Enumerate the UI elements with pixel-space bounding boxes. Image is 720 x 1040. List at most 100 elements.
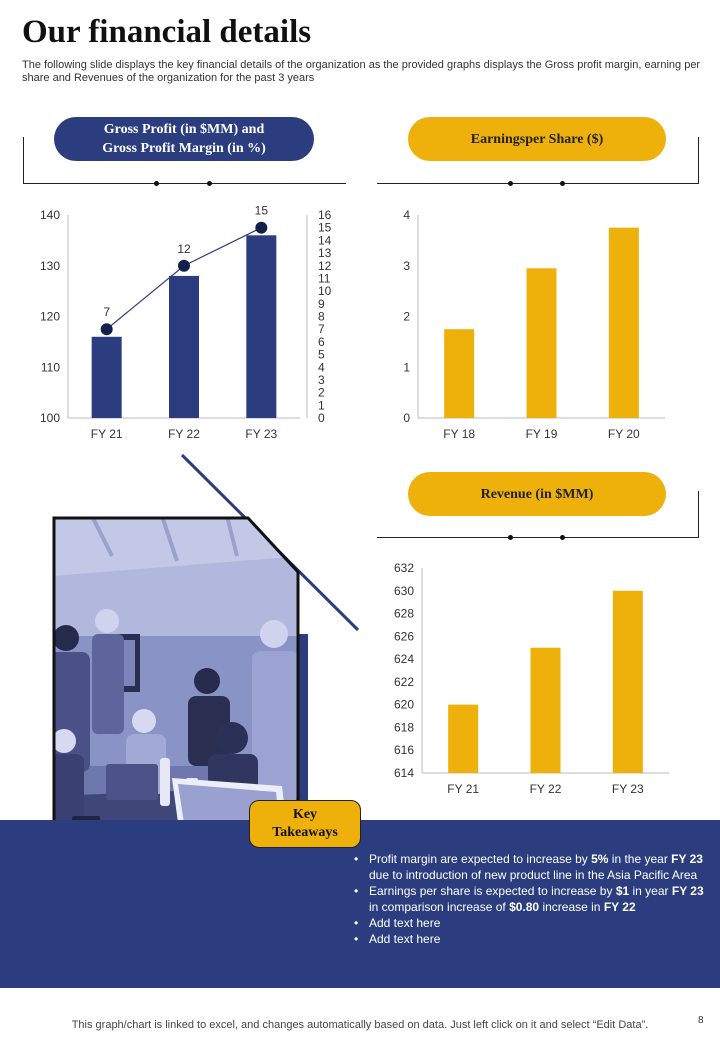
page-subtitle: The following slide displays the key fin… xyxy=(22,59,701,84)
eps-bracket xyxy=(377,137,699,184)
y2-tick-label: 2 xyxy=(318,386,325,400)
x-tick-label: FY 19 xyxy=(526,427,558,441)
takeaway-text: due to introduction of new product line … xyxy=(369,868,698,882)
page-number: 8 xyxy=(698,1015,704,1026)
page-title: Our financial details xyxy=(22,14,312,50)
y2-tick-label: 3 xyxy=(318,373,325,387)
bar xyxy=(448,704,479,773)
data-label: 12 xyxy=(177,242,191,256)
gross-profit-title-line1: Gross Profit (in $MM) and xyxy=(103,122,265,137)
revenue-chart: 614 616 618 620 622 624 626 628 630 632 FY 21 FY 22… xyxy=(394,561,669,796)
bar xyxy=(91,336,122,418)
y2-tick-label: 15 xyxy=(318,221,332,235)
takeaway-item: Earnings per share is expected to increa… xyxy=(352,883,704,915)
y-tick-label: 632 xyxy=(394,561,414,575)
takeaway-text: Profit margin are expected to increase b… xyxy=(369,852,592,866)
x-tick-label: FY 23 xyxy=(612,782,644,796)
gross-profit-title: Gross Profit (in $MM) and Gross Profit M… xyxy=(54,117,314,161)
y2-tick-label: 11 xyxy=(318,271,331,285)
takeaway-highlight: $1 xyxy=(615,884,630,898)
bracket-dot xyxy=(508,181,513,186)
eps-chart: 0 1 2 3 4 FY 18 FY 19 FY 20 xyxy=(403,208,665,441)
data-label: 7 xyxy=(103,305,110,319)
bar xyxy=(612,590,643,773)
takeaways-list: Profit margin are expected to increase b… xyxy=(352,851,704,947)
bracket-dot xyxy=(207,181,212,186)
y2-tick-label: 5 xyxy=(318,348,325,362)
takeaway-item: Profit margin are expected to increase b… xyxy=(352,851,704,883)
x-tick-label: FY 21 xyxy=(91,427,123,441)
bar xyxy=(246,235,277,418)
takeaway-highlight: FY 23 xyxy=(671,884,704,898)
revenue-bracket xyxy=(377,491,699,538)
y2-tick-label: 12 xyxy=(318,259,332,273)
y2-tick-label: 8 xyxy=(318,310,325,324)
y-tick-label: 2 xyxy=(403,310,410,324)
x-tick-label: FY 18 xyxy=(443,427,475,441)
y-tick-label: 618 xyxy=(394,720,414,734)
takeaway-highlight: FY 22 xyxy=(603,900,636,914)
y-tick-label: 130 xyxy=(40,259,60,273)
takeaway-text: Earnings per share is expected to increa… xyxy=(369,884,616,898)
bracket-dot xyxy=(154,181,159,186)
takeaway-text: in the year xyxy=(608,852,672,866)
takeaway-item: Add text here xyxy=(352,931,704,947)
bar xyxy=(169,275,199,418)
takeaway-highlight: 5% xyxy=(591,852,609,866)
y-tick-label: 3 xyxy=(403,259,410,273)
y-tick-label: 624 xyxy=(394,652,414,666)
x-tick-label: FY 20 xyxy=(608,427,640,441)
y-tick-label: 622 xyxy=(394,675,414,689)
takeaway-text: increase in xyxy=(539,900,604,914)
revenue-title: Revenue (in $MM) xyxy=(408,472,666,516)
x-tick-label: FY 22 xyxy=(168,427,200,441)
x-tick-label: FY 21 xyxy=(447,782,479,796)
y-tick-label: 620 xyxy=(394,698,414,712)
y-tick-label: 110 xyxy=(41,360,60,374)
x-tick-label: FY 22 xyxy=(530,782,562,796)
takeaway-text: Add text here xyxy=(369,916,441,930)
margin-point xyxy=(100,323,113,336)
bar xyxy=(608,227,639,418)
y-tick-label: 1 xyxy=(403,360,410,374)
takeaway-text: in year xyxy=(629,884,672,898)
y-tick-label: 0 xyxy=(403,411,410,425)
margin-point xyxy=(178,259,190,272)
takeaway-item: Add text here xyxy=(352,915,704,931)
key-takeaways-label: Key Takeaways xyxy=(249,800,361,848)
bracket-dot xyxy=(560,535,565,540)
bracket-dot xyxy=(508,535,513,540)
y2-tick-label: 14 xyxy=(318,233,332,247)
y2-tick-label: 9 xyxy=(318,297,325,311)
y2-tick-label: 1 xyxy=(318,398,325,412)
key-takeaways-label-line2: Takeaways xyxy=(272,825,338,840)
bar xyxy=(526,268,557,418)
y-tick-label: 100 xyxy=(40,411,60,425)
takeaway-text: in comparison increase of xyxy=(369,900,510,914)
eps-title: Earningsper Share ($) xyxy=(408,117,666,161)
y2-tick-label: 4 xyxy=(318,360,325,374)
y2-tick-label: 7 xyxy=(318,322,325,336)
y2-tick-label: 6 xyxy=(318,335,325,349)
y-tick-label: 4 xyxy=(403,208,410,222)
y2-tick-label: 10 xyxy=(318,284,332,298)
margin-point xyxy=(255,221,268,234)
key-takeaways-label-line1: Key xyxy=(292,807,318,822)
footer-note: This graph/chart is linked to excel, and… xyxy=(71,1019,649,1031)
y2-tick-label: 16 xyxy=(318,208,332,222)
bracket-dot xyxy=(560,181,565,186)
y-tick-label: 630 xyxy=(394,584,414,598)
y-tick-label: 626 xyxy=(394,629,414,643)
takeaway-highlight: FY 23 xyxy=(671,852,703,866)
x-tick-label: FY 23 xyxy=(245,427,277,441)
y2-tick-label: 13 xyxy=(318,246,332,260)
bar xyxy=(530,647,561,773)
takeaway-highlight: $0.80 xyxy=(509,900,540,914)
gross-profit-title-line2: Gross Profit Margin (in %) xyxy=(102,141,266,156)
bar xyxy=(444,329,475,418)
y-tick-label: 614 xyxy=(394,766,414,780)
y-tick-label: 628 xyxy=(394,607,414,621)
takeaway-text: Add text here xyxy=(369,932,441,946)
y2-tick-label: 0 xyxy=(318,411,325,425)
